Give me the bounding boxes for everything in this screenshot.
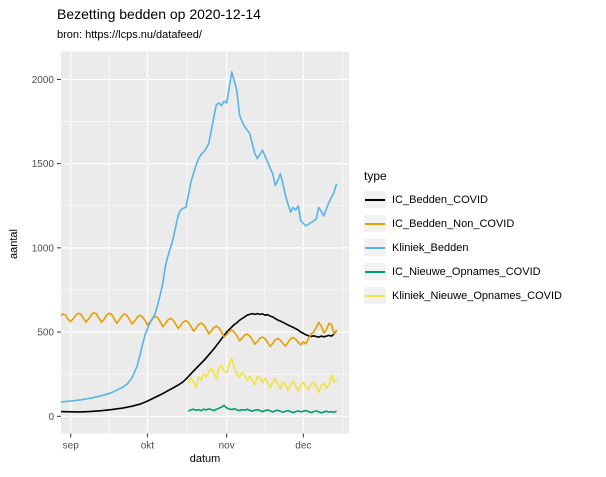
series-lines — [61, 71, 338, 414]
axis-tick-labels: sep okt nov dec 0 500 1000 1500 2000 — [32, 75, 312, 452]
legend-title: type — [364, 169, 387, 183]
y-axis-title: aantal — [8, 229, 20, 259]
legend-label: IC_Bedden_Non_COVID — [392, 217, 515, 230]
grid-minor — [61, 51, 349, 434]
legend-key — [364, 287, 386, 304]
chart-title: Bezetting bedden op 2020-12-14 — [57, 6, 261, 22]
x-axis-title: datum — [189, 453, 221, 465]
x-tick-label: dec — [295, 441, 311, 452]
x-tick-label: nov — [219, 441, 235, 452]
legend-label: Kliniek_Bedden — [392, 241, 469, 254]
y-tick-label: 0 — [48, 412, 54, 423]
y-tick-label: 500 — [37, 328, 54, 339]
x-tick-label: okt — [141, 441, 155, 452]
series-line-IC_Bedden_Non_COVID — [61, 311, 338, 348]
axis-ticks — [57, 78, 304, 438]
legend-item: IC_Bedden_Non_COVID — [364, 215, 562, 232]
legend-key-line-icon — [365, 270, 385, 273]
series-line-Kliniek_Bedden — [61, 71, 338, 403]
legend-label: IC_Bedden_COVID — [392, 193, 488, 206]
legend-item: IC_Bedden_COVID — [364, 191, 562, 208]
legend-key — [364, 239, 386, 256]
series-line-IC_Bedden_COVID — [61, 312, 338, 413]
y-tick-label: 1500 — [32, 159, 55, 170]
legend-key — [364, 263, 386, 280]
legend-key — [364, 191, 386, 208]
legend-key — [364, 215, 386, 232]
legend-item: Kliniek_Bedden — [364, 239, 562, 256]
legend-key-line-icon — [365, 246, 385, 249]
series-line-Kliniek_Nieuwe_Opnames_COVID — [187, 357, 338, 394]
legend-key-line-icon — [365, 294, 385, 297]
legend-key-line-icon — [365, 198, 385, 201]
x-tick-label: sep — [63, 441, 80, 452]
legend-item: Kliniek_Nieuwe_Opnames_COVID — [364, 287, 562, 304]
legend-label: Kliniek_Nieuwe_Opnames_COVID — [392, 289, 562, 302]
legend-label: IC_Nieuwe_Opnames_COVID — [392, 265, 541, 278]
y-tick-label: 2000 — [32, 75, 55, 86]
legend-key-line-icon — [365, 222, 385, 225]
y-tick-label: 1000 — [32, 243, 55, 254]
legend: type IC_Bedden_COVID IC_Bedden_Non_COVID… — [364, 169, 562, 311]
series-line-IC_Nieuwe_Opnames_COVID — [187, 404, 337, 414]
chart-subtitle: bron: https://lcps.nu/datafeed/ — [57, 29, 202, 41]
legend-item: IC_Nieuwe_Opnames_COVID — [364, 263, 562, 280]
